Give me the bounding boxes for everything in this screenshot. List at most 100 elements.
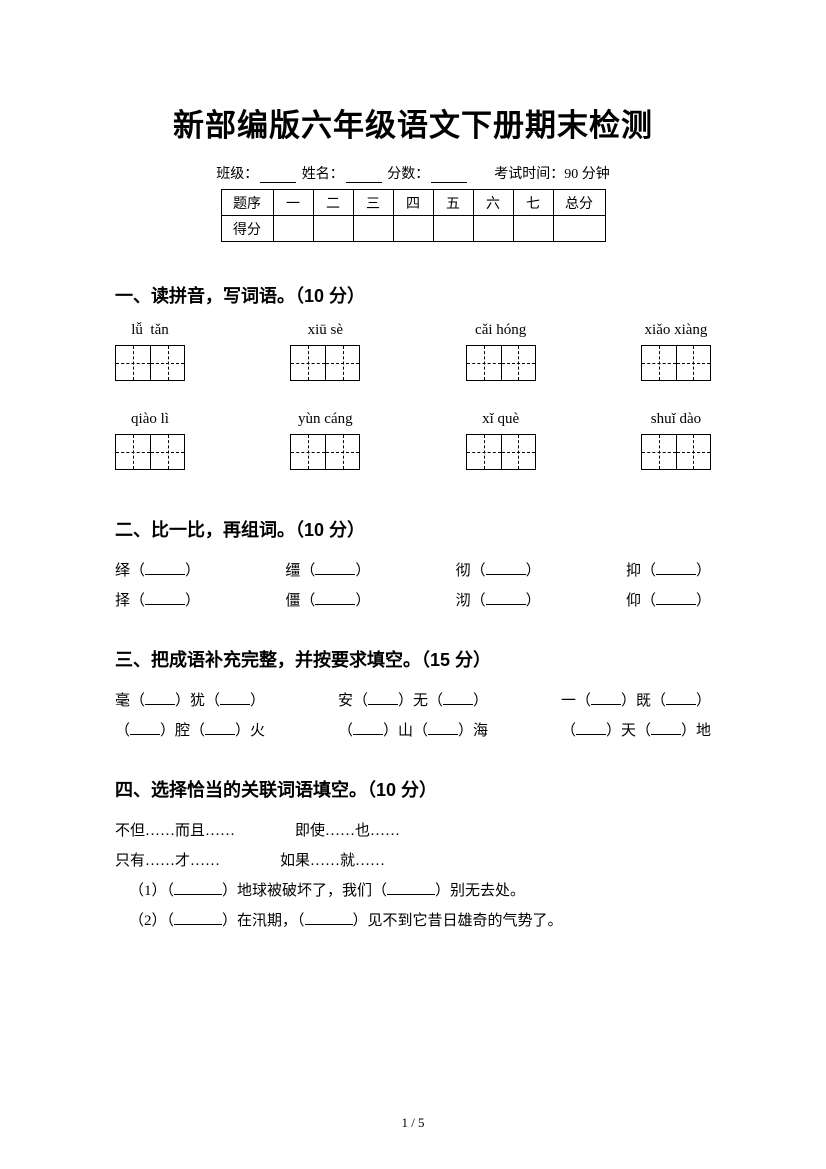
score-cell[interactable] (353, 216, 393, 242)
score-table: 题序 一 二 三 四 五 六 七 总分 得分 (221, 189, 606, 242)
blank[interactable] (130, 734, 160, 735)
idiom-item: （）天（）地 (561, 716, 711, 746)
pinyin-item: xiǎo xiàng (641, 322, 711, 385)
q3-heading: 三、把成语补充完整，并按要求填空。（15 分） (115, 646, 711, 672)
blank[interactable] (174, 924, 222, 925)
blank[interactable] (428, 734, 458, 735)
score-cell[interactable] (513, 216, 553, 242)
pinyin-label: yùn cáng (290, 411, 360, 428)
pinyin-item: shuǐ dào (641, 411, 711, 474)
tianzige[interactable] (115, 434, 185, 470)
score-cell[interactable] (553, 216, 605, 242)
pinyin-label: shuǐ dào (641, 411, 711, 428)
q4-s2a: （2）（ (129, 913, 174, 929)
idiom-item: （）山（）海 (338, 716, 488, 746)
q4-s1c: ）别无去处。 (435, 883, 525, 899)
blank[interactable] (666, 704, 696, 705)
blank[interactable] (305, 924, 353, 925)
blank[interactable] (145, 704, 175, 705)
tianzige[interactable] (115, 345, 185, 381)
pinyin-item: xiū sè (290, 322, 360, 385)
pinyin-item: xǐ què (466, 411, 536, 474)
blank[interactable] (656, 604, 696, 605)
tianzige[interactable] (466, 434, 536, 470)
th-4: 四 (393, 190, 433, 216)
blank[interactable] (651, 734, 681, 735)
pinyin-label: cǎi hóng (466, 322, 536, 339)
blank[interactable] (656, 574, 696, 575)
page-title: 新部编版六年级语文下册期末检测 (115, 100, 711, 145)
blank[interactable] (353, 734, 383, 735)
tianzige[interactable] (290, 345, 360, 381)
td-score-label: 得分 (221, 216, 273, 242)
pinyin-label: xǐ què (466, 411, 536, 428)
score-cell[interactable] (433, 216, 473, 242)
blank[interactable] (145, 604, 185, 605)
th-1: 一 (273, 190, 313, 216)
blank[interactable] (220, 704, 250, 705)
conj-opt: 如果……就…… (280, 846, 385, 876)
blank[interactable] (368, 704, 398, 705)
compare-item: 绎（） (115, 556, 200, 586)
score-cell[interactable] (393, 216, 433, 242)
compare-item: 抑（） (626, 556, 711, 586)
idiom-item: 毫（）犹（） (115, 686, 265, 716)
th-5: 五 (433, 190, 473, 216)
blank[interactable] (486, 574, 526, 575)
q4-s2b: ）在汛期，（ (222, 913, 305, 929)
blank[interactable] (315, 574, 355, 575)
q4-body: 不但……而且…… 即使……也…… 只有……才…… 如果……就…… （1）（）地球… (115, 816, 711, 936)
tianzige[interactable] (641, 345, 711, 381)
pinyin-item: cǎi hóng (466, 322, 536, 385)
class-blank[interactable] (260, 169, 296, 183)
blank[interactable] (387, 894, 435, 895)
pinyin-label: xiū sè (290, 322, 360, 339)
compare-item: 沏（） (456, 586, 541, 616)
pinyin-item: lǚ tǎn (115, 322, 185, 385)
tianzige[interactable] (466, 345, 536, 381)
blank[interactable] (174, 894, 222, 895)
tianzige[interactable] (290, 434, 360, 470)
score-cell[interactable] (313, 216, 353, 242)
blank[interactable] (443, 704, 473, 705)
q1-row2: qiào lì yùn cáng xǐ què shuǐ dào (115, 411, 711, 474)
exam-info-line: 班级： 姓名： 分数： 考试时间：90 分钟 (115, 163, 711, 183)
idiom-item: （）腔（）火 (115, 716, 265, 746)
q4-s1a: （1）（ (129, 883, 174, 899)
th-3: 三 (353, 190, 393, 216)
pinyin-label: lǚ tǎn (115, 322, 185, 339)
th-seq: 题序 (221, 190, 273, 216)
th-total: 总分 (553, 190, 605, 216)
th-7: 七 (513, 190, 553, 216)
score-cell[interactable] (273, 216, 313, 242)
blank[interactable] (315, 604, 355, 605)
blank[interactable] (205, 734, 235, 735)
q1-heading: 一、读拼音，写词语。（10 分） (115, 282, 711, 308)
conj-opt: 即使……也…… (295, 816, 400, 846)
score-label: 分数： (387, 167, 429, 182)
tianzige[interactable] (641, 434, 711, 470)
conj-opt: 不但……而且…… (115, 816, 235, 846)
conj-opt: 只有……才…… (115, 846, 220, 876)
score-cell[interactable] (473, 216, 513, 242)
q4-heading: 四、选择恰当的关联词语填空。（10 分） (115, 776, 711, 802)
score-blank[interactable] (431, 169, 467, 183)
name-label: 姓名： (302, 167, 344, 182)
th-6: 六 (473, 190, 513, 216)
compare-item: 缰（） (285, 556, 370, 586)
idiom-item: 一（）既（） (561, 686, 711, 716)
q2-heading: 二、比一比，再组词。（10 分） (115, 516, 711, 542)
idiom-item: 安（）无（） (338, 686, 488, 716)
blank[interactable] (591, 704, 621, 705)
time-label: 考试时间：90 分钟 (494, 167, 610, 182)
pinyin-label: qiào lì (115, 411, 185, 428)
blank[interactable] (145, 574, 185, 575)
blank[interactable] (486, 604, 526, 605)
compare-item: 僵（） (285, 586, 370, 616)
pinyin-label: xiǎo xiàng (641, 322, 711, 339)
compare-item: 彻（） (456, 556, 541, 586)
name-blank[interactable] (346, 169, 382, 183)
page-number: 1 / 5 (0, 1115, 826, 1131)
q4-s2c: ）见不到它昔日雄奇的气势了。 (353, 913, 563, 929)
blank[interactable] (576, 734, 606, 735)
